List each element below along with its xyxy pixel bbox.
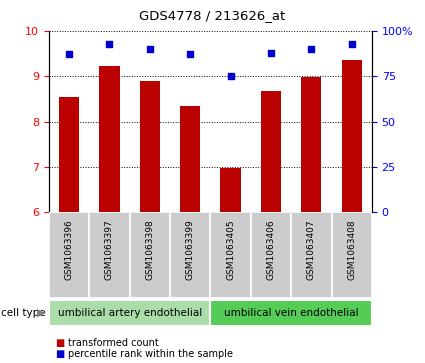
Point: [146, 46, 153, 52]
FancyBboxPatch shape: [210, 300, 372, 326]
FancyBboxPatch shape: [49, 300, 210, 326]
Text: ■: ■: [55, 338, 65, 348]
Text: transformed count: transformed count: [68, 338, 159, 348]
FancyBboxPatch shape: [89, 212, 130, 298]
Text: GSM1063408: GSM1063408: [347, 219, 356, 280]
Text: GSM1063397: GSM1063397: [105, 219, 114, 280]
Bar: [180, 106, 200, 212]
Bar: [342, 60, 362, 212]
Text: ▶: ▶: [37, 308, 45, 318]
FancyBboxPatch shape: [251, 212, 291, 298]
Text: umbilical artery endothelial: umbilical artery endothelial: [57, 308, 202, 318]
Bar: [140, 81, 160, 212]
Text: GSM1063406: GSM1063406: [266, 219, 275, 280]
Point: [106, 41, 113, 46]
Text: GSM1063396: GSM1063396: [65, 219, 74, 280]
Text: GSM1063398: GSM1063398: [145, 219, 154, 280]
Bar: [301, 77, 321, 212]
Text: GSM1063399: GSM1063399: [186, 219, 195, 280]
Bar: [261, 91, 281, 212]
Point: [65, 52, 72, 57]
Text: percentile rank within the sample: percentile rank within the sample: [68, 349, 233, 359]
FancyBboxPatch shape: [130, 212, 170, 298]
FancyBboxPatch shape: [332, 212, 372, 298]
Text: GSM1063407: GSM1063407: [307, 219, 316, 280]
FancyBboxPatch shape: [291, 212, 332, 298]
Point: [267, 50, 274, 56]
FancyBboxPatch shape: [210, 212, 251, 298]
Point: [348, 41, 355, 46]
Point: [308, 46, 314, 52]
Point: [187, 52, 193, 57]
FancyBboxPatch shape: [170, 212, 210, 298]
Text: GSM1063405: GSM1063405: [226, 219, 235, 280]
Bar: [99, 66, 119, 212]
Text: umbilical vein endothelial: umbilical vein endothelial: [224, 308, 358, 318]
FancyBboxPatch shape: [49, 212, 89, 298]
Bar: [221, 168, 241, 212]
Text: cell type: cell type: [1, 308, 46, 318]
Text: ■: ■: [55, 349, 65, 359]
Point: [227, 73, 234, 79]
Bar: [59, 97, 79, 212]
Text: GDS4778 / 213626_at: GDS4778 / 213626_at: [139, 9, 286, 22]
